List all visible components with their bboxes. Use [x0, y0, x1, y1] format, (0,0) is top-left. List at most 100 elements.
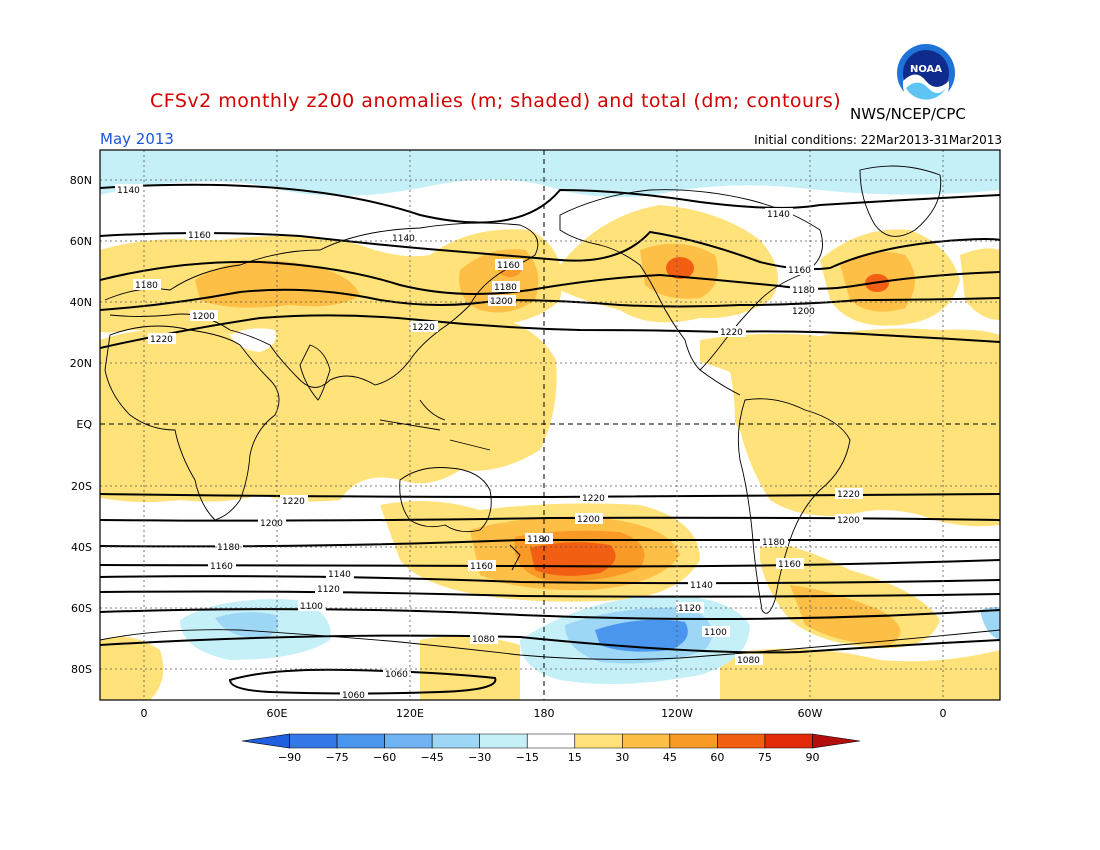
contour-label: 1220 — [580, 492, 608, 504]
svg-text:1180: 1180 — [762, 538, 785, 548]
svg-text:1200: 1200 — [192, 312, 215, 322]
lat-label: 60S — [71, 602, 92, 615]
colorbar-swatch — [812, 733, 861, 749]
contour-label: 1200 — [835, 514, 863, 526]
contour-label: 1220 — [835, 488, 863, 500]
colorbar-swatch — [526, 733, 576, 749]
svg-text:1080: 1080 — [737, 656, 760, 666]
lon-label: 180 — [534, 707, 555, 720]
svg-text:1160: 1160 — [778, 560, 801, 570]
contour-label: 1180 — [525, 533, 553, 545]
colorbar-swatch — [717, 733, 766, 749]
colorbar-tick-label: 90 — [805, 751, 819, 764]
colorbar-tick-label: 60 — [710, 751, 724, 764]
contour-label: 1140 — [765, 208, 793, 220]
contour-label: 1180 — [790, 284, 818, 296]
svg-text:1220: 1220 — [837, 490, 860, 500]
colorbar-swatch — [384, 733, 433, 749]
svg-text:1200: 1200 — [260, 519, 283, 529]
svg-text:1160: 1160 — [497, 261, 520, 271]
svg-text:1220: 1220 — [150, 335, 173, 345]
lat-label: EQ — [76, 418, 92, 431]
colorbar-tick-label: −30 — [468, 751, 491, 764]
lon-label: 0 — [940, 707, 947, 720]
equator-dateline — [100, 150, 1000, 700]
lon-label: 120W — [661, 707, 693, 720]
svg-text:1140: 1140 — [392, 234, 415, 244]
contour-label: 1220 — [280, 495, 308, 507]
colorbar-tick-label: 75 — [758, 751, 772, 764]
colorbar-swatch — [289, 733, 338, 749]
colorbar-swatch — [241, 733, 290, 749]
svg-text:1100: 1100 — [704, 628, 727, 638]
contour-label: 1200 — [488, 295, 516, 307]
lon-label: 120E — [396, 707, 424, 720]
colorbar-swatch — [574, 733, 623, 749]
colorbar-swatch — [479, 733, 528, 749]
lat-label: 20S — [71, 480, 92, 493]
contour-label: 1060 — [340, 689, 368, 701]
lat-label: 20N — [70, 357, 92, 370]
colorbar-swatch — [669, 733, 718, 749]
latitude-labels: 80N 60N 40N 20N EQ 20S 40S 60S 80S — [70, 174, 93, 676]
svg-text:1220: 1220 — [282, 497, 305, 507]
svg-text:NOAA: NOAA — [910, 64, 942, 75]
svg-text:1140: 1140 — [690, 581, 713, 591]
svg-text:1160: 1160 — [470, 562, 493, 572]
colorbar-tick-label: 45 — [663, 751, 677, 764]
svg-text:1180: 1180 — [527, 535, 550, 545]
contour-label: 1220 — [718, 326, 746, 338]
colorbar-tick-label: −15 — [516, 751, 539, 764]
plot-frame — [99, 149, 1001, 701]
svg-text:1180: 1180 — [792, 286, 815, 296]
contour-label: 1180 — [760, 536, 788, 548]
svg-text:1180: 1180 — [494, 283, 517, 293]
svg-text:1140: 1140 — [117, 186, 140, 196]
colorbar — [241, 733, 861, 749]
contour-label: 1160 — [495, 259, 523, 271]
lon-label: 60W — [798, 707, 823, 720]
longitude-labels: 0 60E 120E 180 120W 60W 0 — [141, 707, 947, 720]
contour-label: 1140 — [688, 579, 716, 591]
forecast-month: May 2013 — [100, 130, 174, 148]
svg-text:1220: 1220 — [720, 328, 743, 338]
svg-text:1200: 1200 — [792, 307, 815, 317]
colorbar-tick-label: −45 — [421, 751, 444, 764]
contour-label: 1140 — [390, 232, 418, 244]
contour-label: 1160 — [186, 229, 214, 241]
colorbar-labels: −90 −75 −60 −45 −30 −15 15 30 45 60 75 90 — [278, 751, 820, 764]
colorbar-tick-label: 15 — [568, 751, 582, 764]
svg-text:1060: 1060 — [385, 670, 408, 680]
contour-label: 1220 — [148, 333, 176, 345]
lat-label: 40S — [71, 541, 92, 554]
svg-text:1200: 1200 — [837, 516, 860, 526]
contour-label: 1180 — [492, 281, 520, 293]
initial-conditions: Initial conditions: 22Mar2013-31Mar2013 — [754, 133, 1002, 147]
svg-text:1160: 1160 — [210, 562, 233, 572]
svg-text:1060: 1060 — [342, 691, 365, 701]
contour-label: 1140 — [115, 184, 143, 196]
svg-text:1220: 1220 — [582, 494, 605, 504]
lon-label: 60E — [267, 707, 288, 720]
colorbar-tick-label: 30 — [615, 751, 629, 764]
chart-title: CFSv2 monthly z200 anomalies (m; shaded)… — [150, 90, 842, 112]
contour-label: 1120 — [676, 602, 704, 614]
svg-text:1180: 1180 — [217, 543, 240, 553]
colorbar-swatch — [431, 733, 480, 749]
lat-label: 40N — [70, 296, 92, 309]
height-contours — [100, 183, 1000, 695]
contour-label: 1060 — [383, 668, 411, 680]
svg-text:1220: 1220 — [412, 323, 435, 333]
colorbar-swatch — [622, 733, 671, 749]
svg-text:1140: 1140 — [767, 210, 790, 220]
svg-text:1120: 1120 — [678, 604, 701, 614]
svg-text:1160: 1160 — [188, 231, 211, 241]
contour-label: 1100 — [298, 600, 326, 612]
contour-label: 1160 — [208, 560, 236, 572]
gridlines — [100, 150, 1000, 700]
svg-text:1200: 1200 — [577, 515, 600, 525]
contour-label: 1100 — [702, 626, 730, 638]
svg-text:1160: 1160 — [788, 266, 811, 276]
contour-label: 1200 — [790, 305, 818, 317]
lat-label: 80N — [70, 174, 92, 187]
